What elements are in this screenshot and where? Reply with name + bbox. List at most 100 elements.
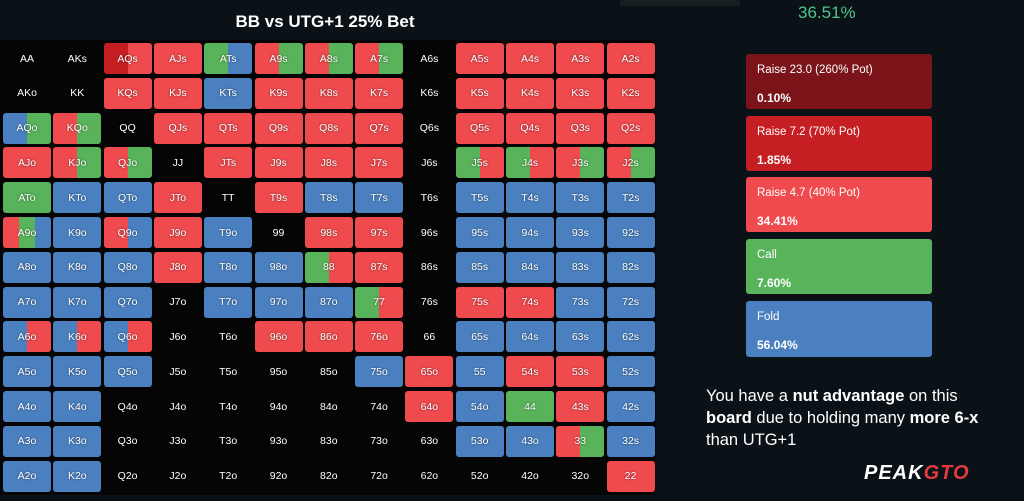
hand-cell-q8o[interactable]: Q8o bbox=[103, 251, 152, 283]
hand-cell-a6s[interactable]: A6s bbox=[405, 43, 454, 74]
hand-cell-22[interactable]: 22 bbox=[606, 460, 655, 492]
hand-cell-qts[interactable]: QTs bbox=[204, 112, 253, 144]
hand-cell-52o[interactable]: 52o bbox=[455, 460, 504, 492]
hand-cell-kqs[interactable]: KQs bbox=[103, 77, 152, 109]
hand-cell-74s[interactable]: 74s bbox=[506, 286, 554, 318]
hand-cell-52s[interactable]: 52s bbox=[606, 356, 655, 388]
hand-cell-j5o[interactable]: J5o bbox=[153, 356, 202, 388]
hand-cell-t6o[interactable]: T6o bbox=[204, 321, 253, 353]
hand-cell-jts[interactable]: JTs bbox=[204, 147, 253, 179]
hand-cell-65s[interactable]: 65s bbox=[455, 321, 504, 353]
hand-cell-t9o[interactable]: T9o bbox=[204, 217, 253, 248]
hand-cell-53s[interactable]: 53s bbox=[556, 356, 605, 388]
hand-cell-k8s[interactable]: K8s bbox=[304, 77, 353, 109]
hand-cell-97o[interactable]: 97o bbox=[254, 286, 303, 318]
hand-cell-a2s[interactable]: A2s bbox=[606, 43, 655, 74]
hand-cell-ats[interactable]: ATs bbox=[204, 43, 253, 74]
hand-cell-a3o[interactable]: A3o bbox=[3, 425, 51, 457]
hand-cell-64s[interactable]: 64s bbox=[506, 321, 554, 353]
hand-cell-k2o[interactable]: K2o bbox=[53, 460, 102, 492]
hand-cell-t6s[interactable]: T6s bbox=[405, 182, 454, 214]
hand-cell-87s[interactable]: 87s bbox=[355, 251, 404, 283]
hand-cell-94s[interactable]: 94s bbox=[506, 217, 554, 248]
hand-cell-42o[interactable]: 42o bbox=[506, 460, 554, 492]
hand-cell-43o[interactable]: 43o bbox=[506, 425, 554, 457]
hand-cell-k5s[interactable]: K5s bbox=[455, 77, 504, 109]
hand-cell-t5o[interactable]: T5o bbox=[204, 356, 253, 388]
hand-cell-53o[interactable]: 53o bbox=[455, 425, 504, 457]
hand-cell-64o[interactable]: 64o bbox=[405, 391, 454, 422]
hand-cell-k9o[interactable]: K9o bbox=[53, 217, 102, 248]
hand-cell-aa[interactable]: AA bbox=[3, 43, 51, 74]
hand-cell-a4s[interactable]: A4s bbox=[506, 43, 554, 74]
hand-cell-a7s[interactable]: A7s bbox=[355, 43, 404, 74]
hand-cell-65o[interactable]: 65o bbox=[405, 356, 454, 388]
hand-cell-aqo[interactable]: AQo bbox=[3, 112, 51, 144]
hand-cell-j5s[interactable]: J5s bbox=[455, 147, 504, 179]
hand-cell-a5s[interactable]: A5s bbox=[455, 43, 504, 74]
hand-cell-63s[interactable]: 63s bbox=[556, 321, 605, 353]
hand-cell-43s[interactable]: 43s bbox=[556, 391, 605, 422]
hand-cell-83s[interactable]: 83s bbox=[556, 251, 605, 283]
hand-cell-t3s[interactable]: T3s bbox=[556, 182, 605, 214]
hand-cell-a9s[interactable]: A9s bbox=[254, 43, 303, 74]
hand-cell-kjs[interactable]: KJs bbox=[153, 77, 202, 109]
hand-cell-j8s[interactable]: J8s bbox=[304, 147, 353, 179]
hand-cell-k5o[interactable]: K5o bbox=[53, 356, 102, 388]
hand-cell-98o[interactable]: 98o bbox=[254, 251, 303, 283]
hand-cell-93o[interactable]: 93o bbox=[254, 425, 303, 457]
hand-cell-76o[interactable]: 76o bbox=[355, 321, 404, 353]
hand-cell-j2s[interactable]: J2s bbox=[606, 147, 655, 179]
hand-cell-q4s[interactable]: Q4s bbox=[506, 112, 554, 144]
hand-cell-82s[interactable]: 82s bbox=[606, 251, 655, 283]
hand-cell-33[interactable]: 33 bbox=[556, 425, 605, 457]
hand-cell-75s[interactable]: 75s bbox=[455, 286, 504, 318]
hand-cell-q3s[interactable]: Q3s bbox=[556, 112, 605, 144]
hand-cell-q5s[interactable]: Q5s bbox=[455, 112, 504, 144]
hand-cell-ato[interactable]: ATo bbox=[3, 182, 51, 214]
hand-cell-a2o[interactable]: A2o bbox=[3, 460, 51, 492]
hand-cell-q5o[interactable]: Q5o bbox=[103, 356, 152, 388]
hand-cell-32s[interactable]: 32s bbox=[606, 425, 655, 457]
hand-cell-ako[interactable]: AKo bbox=[3, 77, 51, 109]
hand-cell-93s[interactable]: 93s bbox=[556, 217, 605, 248]
hand-cell-83o[interactable]: 83o bbox=[304, 425, 353, 457]
hand-cell-a5o[interactable]: A5o bbox=[3, 356, 51, 388]
hand-cell-85o[interactable]: 85o bbox=[304, 356, 353, 388]
hand-cell-q2o[interactable]: Q2o bbox=[103, 460, 152, 492]
hand-cell-j3o[interactable]: J3o bbox=[153, 425, 202, 457]
hand-cell-96s[interactable]: 96s bbox=[405, 217, 454, 248]
hand-cell-j9o[interactable]: J9o bbox=[153, 217, 202, 248]
hand-cell-a4o[interactable]: A4o bbox=[3, 391, 51, 422]
hand-cell-76s[interactable]: 76s bbox=[405, 286, 454, 318]
hand-cell-92o[interactable]: 92o bbox=[254, 460, 303, 492]
hand-cell-77[interactable]: 77 bbox=[355, 286, 404, 318]
hand-cell-a8s[interactable]: A8s bbox=[304, 43, 353, 74]
hand-cell-ajs[interactable]: AJs bbox=[153, 43, 202, 74]
hand-cell-a6o[interactable]: A6o bbox=[3, 321, 51, 353]
hand-cell-k9s[interactable]: K9s bbox=[254, 77, 303, 109]
hand-cell-99[interactable]: 99 bbox=[254, 217, 303, 248]
hand-cell-92s[interactable]: 92s bbox=[606, 217, 655, 248]
hand-cell-96o[interactable]: 96o bbox=[254, 321, 303, 353]
hand-cell-aqs[interactable]: AQs bbox=[103, 43, 152, 74]
hand-cell-qjs[interactable]: QJs bbox=[153, 112, 202, 144]
hand-cell-j4s[interactable]: J4s bbox=[506, 147, 554, 179]
hand-cell-73s[interactable]: 73s bbox=[556, 286, 605, 318]
hand-cell-q2s[interactable]: Q2s bbox=[606, 112, 655, 144]
hand-cell-55[interactable]: 55 bbox=[455, 356, 504, 388]
hand-cell-tt[interactable]: TT bbox=[204, 182, 253, 214]
hand-cell-ajo[interactable]: AJo bbox=[3, 147, 51, 179]
hand-cell-82o[interactable]: 82o bbox=[304, 460, 353, 492]
hand-cell-86o[interactable]: 86o bbox=[304, 321, 353, 353]
hand-cell-84s[interactable]: 84s bbox=[506, 251, 554, 283]
hand-cell-t7o[interactable]: T7o bbox=[204, 286, 253, 318]
hand-cell-j9s[interactable]: J9s bbox=[254, 147, 303, 179]
hand-cell-jto[interactable]: JTo bbox=[153, 182, 202, 214]
hand-cell-k4s[interactable]: K4s bbox=[506, 77, 554, 109]
hand-cell-k6s[interactable]: K6s bbox=[405, 77, 454, 109]
hand-cell-84o[interactable]: 84o bbox=[304, 391, 353, 422]
hand-cell-j8o[interactable]: J8o bbox=[153, 251, 202, 283]
hand-cell-98s[interactable]: 98s bbox=[304, 217, 353, 248]
hand-cell-75o[interactable]: 75o bbox=[355, 356, 404, 388]
